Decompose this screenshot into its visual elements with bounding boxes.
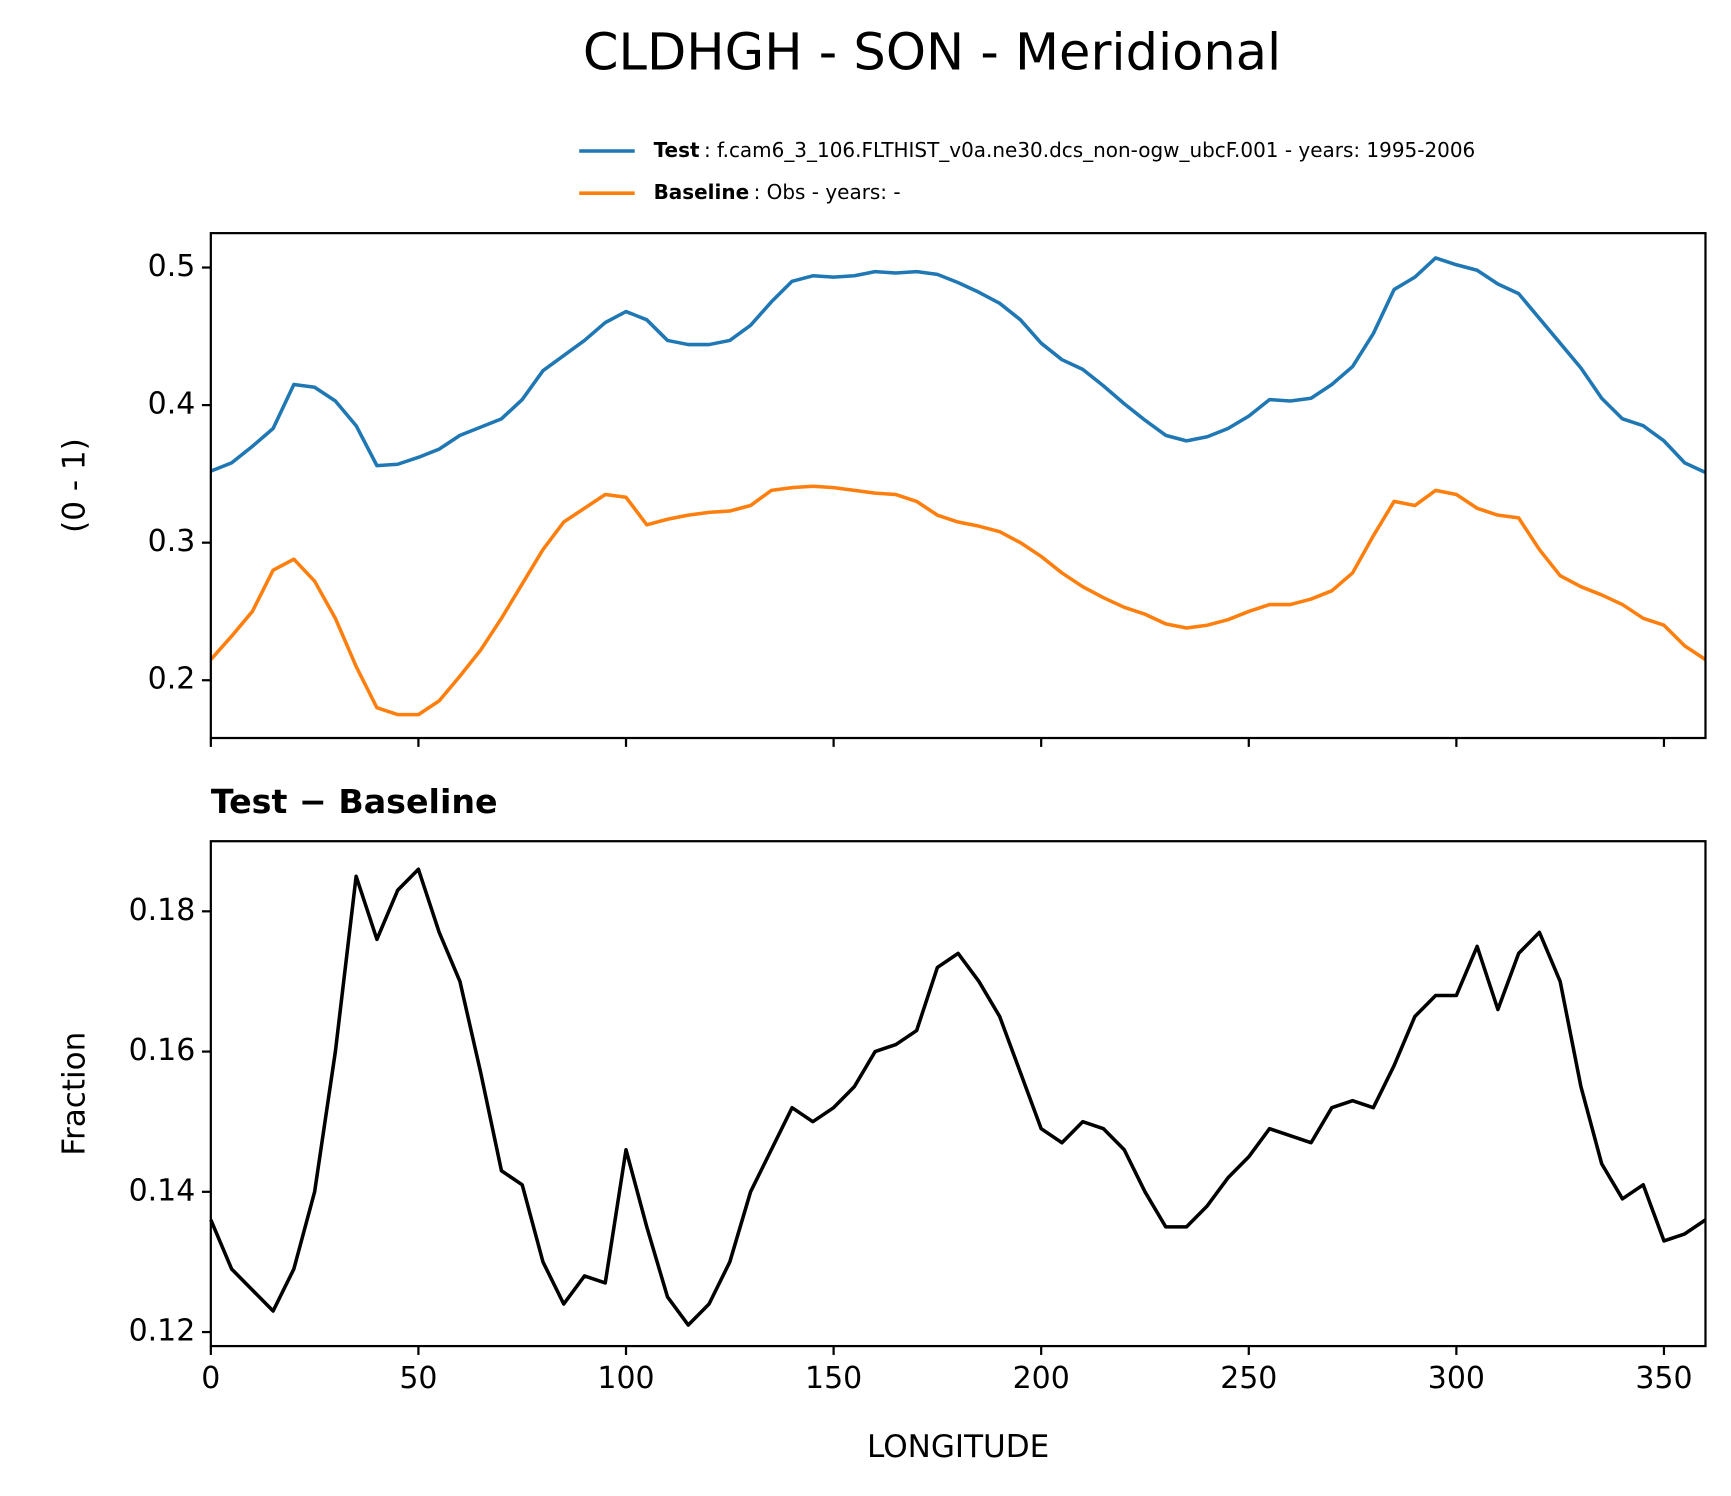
- axes-frame: [209, 840, 1707, 1348]
- y-tick-label: 0.2: [148, 662, 196, 697]
- axes-frame: [209, 232, 1707, 740]
- x-tick-label: 300: [1428, 1361, 1485, 1396]
- figure-title: CLDHGH - SON - Meridional: [583, 24, 1281, 83]
- y-tick-label: 0.12: [129, 1314, 196, 1349]
- legend-description: : f.cam6_3_106.FLTHIST_v0a.ne30.dcs_non-…: [704, 138, 1475, 162]
- y-tick-label: 0.16: [129, 1033, 196, 1068]
- x-tick-label: 0: [201, 1361, 220, 1396]
- y-axis-label: Fraction: [56, 1032, 92, 1156]
- x-tick-label: 150: [805, 1361, 862, 1396]
- legend-name: Test: [654, 138, 700, 162]
- series-line: [210, 256, 1707, 475]
- x-tick-label: 200: [1013, 1361, 1070, 1396]
- y-tick-label: 0.4: [148, 387, 196, 422]
- legend-name: Baseline: [654, 180, 750, 204]
- plot-area: [209, 867, 1707, 1327]
- y-axis-label: (0 - 1): [56, 438, 92, 533]
- y-tick-label: 0.14: [129, 1173, 196, 1208]
- x-axis-label: LONGITUDE: [867, 1429, 1049, 1465]
- series-line: [209, 867, 1707, 1327]
- y-tick-label: 0.5: [148, 249, 196, 284]
- legend-entry: Baseline: Obs - years: -: [654, 180, 901, 204]
- y-tick-label: 0.18: [129, 893, 196, 928]
- series-line: [209, 484, 1707, 717]
- x-tick-label: 100: [597, 1361, 654, 1396]
- legend-entry: Test: f.cam6_3_106.FLTHIST_v0a.ne30.dcs_…: [654, 138, 1476, 162]
- x-tick-label: 350: [1635, 1361, 1692, 1396]
- x-tick-label: 250: [1220, 1361, 1277, 1396]
- axes-title: Test − Baseline: [211, 782, 498, 821]
- legend-description: : Obs - years: -: [754, 180, 901, 204]
- x-tick-label: 50: [399, 1361, 437, 1396]
- y-tick-label: 0.3: [148, 524, 196, 559]
- plot-area: [209, 256, 1707, 717]
